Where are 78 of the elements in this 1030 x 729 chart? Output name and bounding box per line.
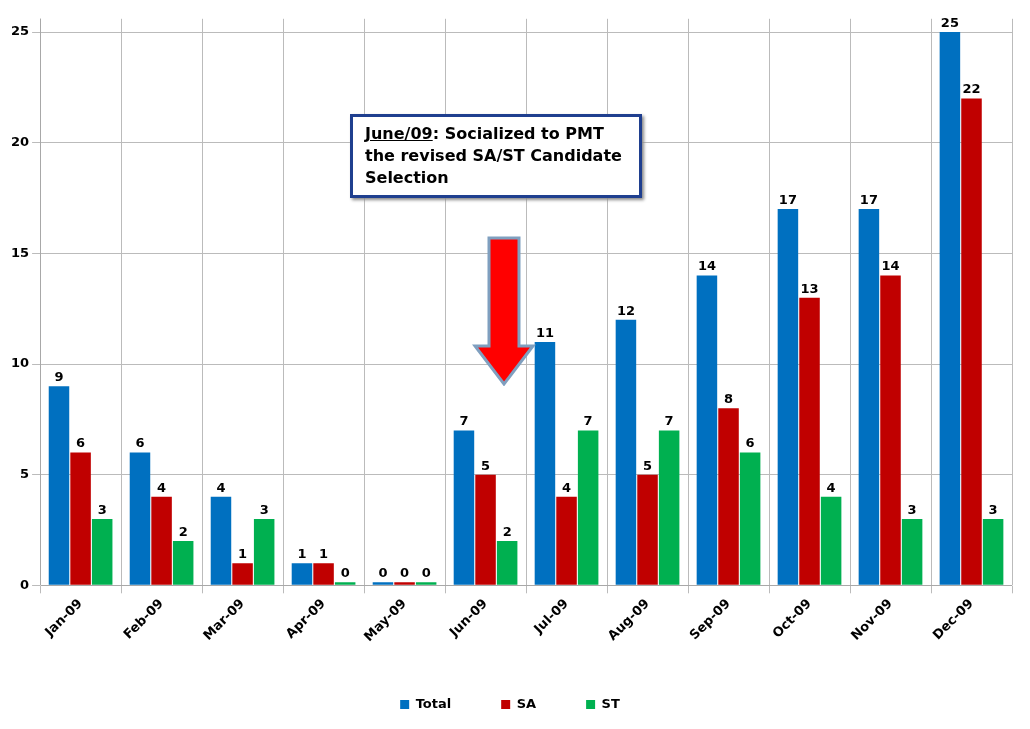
data-label: 4 <box>826 479 836 495</box>
annotation: June/09: Socialized to PMT the revised SA/ST Candidate Selection <box>350 114 642 198</box>
data-label: 7 <box>583 413 593 429</box>
y-tick-label: 10 <box>11 355 30 371</box>
data-label: 7 <box>459 413 469 429</box>
data-label: 13 <box>800 280 819 296</box>
data-label: 14 <box>881 258 900 274</box>
data-label: 12 <box>616 302 635 318</box>
data-label: 14 <box>697 258 716 274</box>
bar <box>696 275 718 585</box>
bar <box>70 452 91 585</box>
bar <box>777 209 799 585</box>
data-label: 3 <box>97 501 107 517</box>
bar <box>556 496 577 585</box>
bar <box>615 319 637 585</box>
bar <box>210 496 232 585</box>
bar <box>151 496 172 585</box>
data-label: 25 <box>940 14 959 30</box>
legend-label: ST <box>601 695 620 711</box>
y-tick-label: 20 <box>11 134 30 150</box>
legend-label: SA <box>516 695 537 711</box>
bar <box>718 408 739 585</box>
data-label: 5 <box>643 457 653 473</box>
bar <box>534 341 556 585</box>
bar <box>739 452 761 585</box>
bar <box>982 518 1004 585</box>
data-label: 1 <box>297 546 307 562</box>
bar <box>858 209 880 585</box>
bar <box>291 563 313 585</box>
data-label: 0 <box>340 565 350 581</box>
bar <box>658 430 680 585</box>
data-label: 3 <box>907 501 917 517</box>
bar <box>232 563 253 585</box>
data-label: 0 <box>400 565 410 581</box>
bar <box>820 496 842 585</box>
data-label: 4 <box>157 479 167 495</box>
bar <box>253 518 275 585</box>
data-label: 6 <box>745 435 755 451</box>
data-label: 9 <box>54 369 64 385</box>
y-tick-label: 15 <box>11 244 30 260</box>
data-label: 7 <box>664 413 674 429</box>
bar <box>577 430 599 585</box>
data-label: 4 <box>562 479 572 495</box>
data-label: 6 <box>76 435 86 451</box>
legend-label: Total <box>415 695 452 711</box>
data-label: 17 <box>778 191 797 207</box>
data-label: 2 <box>502 523 512 539</box>
bar <box>939 32 961 585</box>
bar <box>901 518 923 585</box>
data-label: 2 <box>178 523 188 539</box>
data-label: 5 <box>481 457 491 473</box>
data-label: 4 <box>216 479 226 495</box>
y-tick-label: 25 <box>11 23 30 39</box>
bar <box>129 452 151 585</box>
bar <box>637 474 658 585</box>
y-tick-label: 5 <box>20 466 30 482</box>
bar <box>313 563 334 585</box>
data-label: 1 <box>319 546 329 562</box>
bar <box>91 518 113 585</box>
bar <box>961 98 982 585</box>
bar <box>475 474 496 585</box>
data-label: 17 <box>859 191 878 207</box>
bar <box>48 386 70 585</box>
data-label: 3 <box>259 501 269 517</box>
data-label: 22 <box>962 81 981 97</box>
bar <box>880 275 901 585</box>
data-label: 11 <box>535 324 554 340</box>
bar <box>799 297 820 585</box>
bar <box>453 430 475 585</box>
y-tick-label: 0 <box>20 576 30 592</box>
data-label: 1 <box>238 546 248 562</box>
bar <box>172 541 194 585</box>
bar <box>496 541 518 585</box>
data-label: 8 <box>724 391 734 407</box>
data-label: 6 <box>135 435 145 451</box>
data-label: 0 <box>378 565 388 581</box>
data-label: 3 <box>988 501 998 517</box>
data-label: 0 <box>421 565 431 581</box>
